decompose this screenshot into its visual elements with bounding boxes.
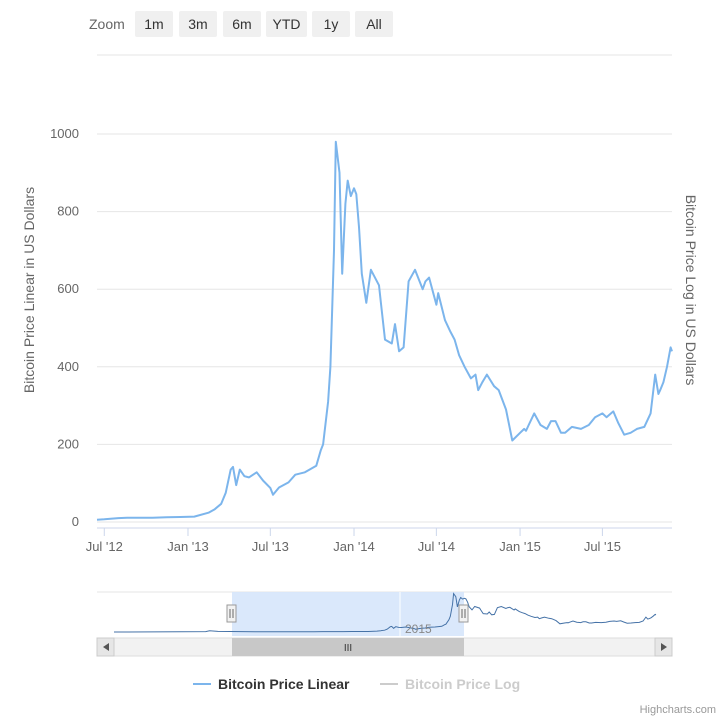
navigator-left-handle[interactable] xyxy=(226,604,237,623)
y-tick-label: 1000 xyxy=(50,126,79,141)
navigator-series-line xyxy=(113,592,657,633)
legend: Bitcoin Price Linear Bitcoin Price Log xyxy=(193,676,520,692)
y-tick-label: 400 xyxy=(57,359,79,374)
y-tick-label: 200 xyxy=(57,436,79,451)
legend-item-bitcoin-price-log[interactable]: Bitcoin Price Log xyxy=(380,676,520,692)
x-tick-label: Jan '13 xyxy=(167,539,209,554)
zoom-1m-button[interactable]: 1m xyxy=(135,11,173,37)
y-axis-ticks: 0 200 400 600 800 1000 xyxy=(50,126,79,529)
y-axis-title-right: Bitcoin Price Log in US Dollars xyxy=(683,195,699,386)
x-tick-label: Jul '13 xyxy=(252,539,289,554)
x-axis-ticks: Jul '12 Jan '13 Jul '13 Jan '14 Jul '14 Jan '… xyxy=(86,528,621,554)
navigator-selected-range[interactable] xyxy=(232,592,464,636)
x-tick-label: Jul '12 xyxy=(86,539,123,554)
grid-lines xyxy=(97,54,672,529)
y-axis-title-left: Bitcoin Price Linear in US Dollars xyxy=(21,187,37,393)
scrollbar-thumb[interactable] xyxy=(232,638,464,656)
x-tick-label: Jul '14 xyxy=(418,539,455,554)
navigator[interactable]: 2015 xyxy=(97,591,672,636)
navigator-right-handle[interactable] xyxy=(458,604,469,623)
x-tick-label: Jul '15 xyxy=(584,539,621,554)
y-tick-label: 0 xyxy=(72,514,79,529)
legend-item-bitcoin-price-linear[interactable]: Bitcoin Price Linear xyxy=(193,676,350,692)
scrollbar[interactable]: III xyxy=(96,637,673,657)
range-selector: Zoom 1m 3m 6m YTD 1y All xyxy=(0,0,720,48)
zoom-1y-button[interactable]: 1y xyxy=(312,11,350,37)
credits-link[interactable]: Highcharts.com xyxy=(639,704,716,716)
legend-label-log: Bitcoin Price Log xyxy=(405,676,520,692)
zoom-ytd-button[interactable]: YTD xyxy=(266,11,307,37)
x-tick-label: Jan '14 xyxy=(333,539,375,554)
y-tick-label: 600 xyxy=(57,281,79,296)
navigator-year-label: 2015 xyxy=(405,622,432,636)
zoom-3m-button[interactable]: 3m xyxy=(179,11,217,37)
arrow-left-icon xyxy=(103,643,109,651)
scrollbar-grip-icon: III xyxy=(344,643,352,654)
y-tick-label: 800 xyxy=(57,204,79,219)
zoom-6m-button[interactable]: 6m xyxy=(223,11,261,37)
legend-label-linear: Bitcoin Price Linear xyxy=(218,676,350,692)
arrow-right-icon xyxy=(661,643,667,651)
x-tick-label: Jan '15 xyxy=(499,539,541,554)
series-line-bitcoin-price-linear xyxy=(96,140,673,521)
zoom-all-button[interactable]: All xyxy=(355,11,393,37)
zoom-label: Zoom xyxy=(89,16,125,32)
